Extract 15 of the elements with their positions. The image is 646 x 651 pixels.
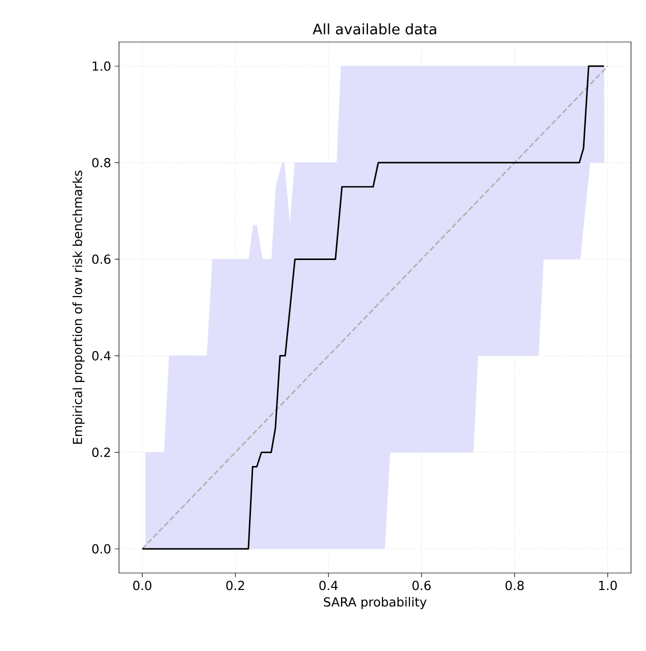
y-tick-label: 0.6: [92, 254, 110, 264]
y-tick-label: 0.4: [92, 351, 111, 360]
y-tick-label: 0.0: [92, 544, 110, 554]
x-tick-label: 0.2: [226, 580, 244, 590]
y-tick-label: 0.2: [92, 448, 110, 458]
x-axis-title: SARA probability: [324, 597, 427, 610]
y-tick-label: 1.0: [92, 61, 110, 71]
x-tick-label: 0.4: [319, 580, 338, 590]
y-tick-label: 0.8: [92, 158, 110, 168]
x-tick-label: 1.0: [599, 580, 617, 590]
x-tick-label: 0.6: [412, 580, 431, 590]
x-tick-label: 0.8: [506, 580, 524, 590]
chart-title: All available data: [312, 23, 436, 34]
y-axis-title: Empirical proportion of low risk benchmarks: [72, 170, 85, 444]
x-tick-label: 0.0: [133, 580, 152, 590]
